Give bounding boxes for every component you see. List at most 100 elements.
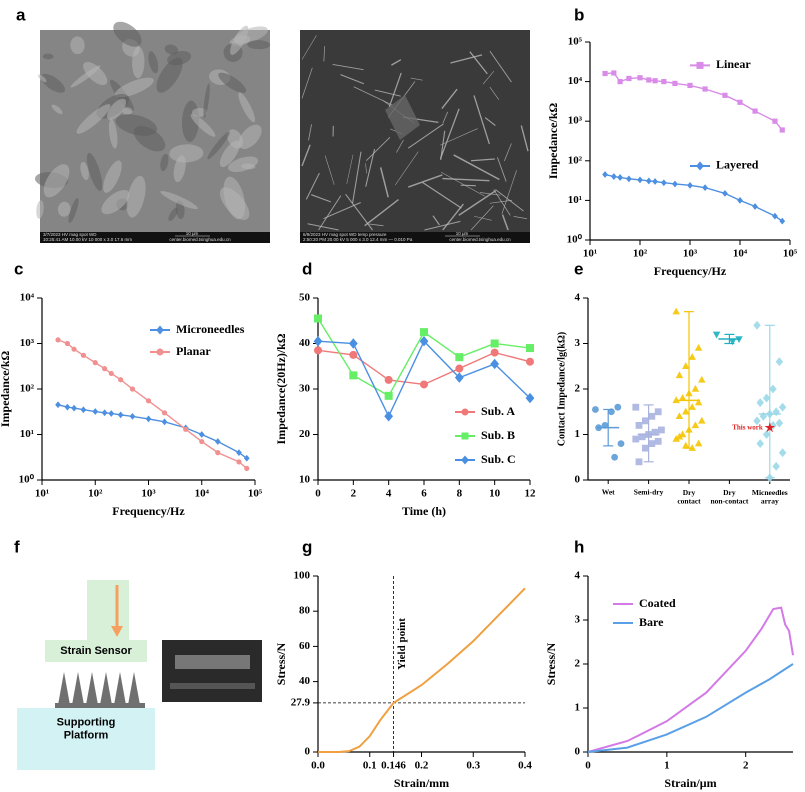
marker — [145, 398, 152, 404]
marker — [651, 428, 659, 436]
marker — [712, 331, 721, 339]
texture — [501, 214, 509, 231]
texture — [241, 163, 256, 170]
marker — [698, 416, 706, 424]
marker — [672, 396, 680, 404]
legend-label: Linear — [716, 57, 751, 71]
texture — [323, 202, 361, 220]
y-tick-label: 0 — [575, 746, 581, 758]
x-axis-label: Strain/μm — [664, 776, 716, 790]
legend-label: Planar — [176, 344, 211, 358]
marker — [183, 426, 189, 432]
texture — [396, 139, 404, 153]
marker — [108, 410, 115, 417]
texture — [503, 143, 512, 162]
texture — [70, 36, 85, 55]
marker — [635, 422, 643, 429]
y-tick-label: 0 — [305, 746, 311, 758]
marker — [236, 449, 242, 456]
panel-label: f — [14, 537, 20, 556]
texture — [207, 131, 230, 160]
y-tick-label: 3 — [575, 337, 581, 349]
marker — [702, 86, 708, 92]
marker — [675, 432, 684, 440]
marker — [455, 353, 464, 362]
marker — [678, 394, 687, 401]
y-axis-label: Stress/N — [274, 642, 288, 685]
texture — [442, 203, 464, 231]
texture — [57, 201, 71, 217]
texture — [379, 167, 389, 198]
legend-marker — [461, 432, 469, 440]
texture — [51, 104, 63, 115]
texture — [410, 77, 423, 81]
marker — [602, 70, 608, 77]
marker — [728, 338, 737, 346]
texture — [345, 193, 373, 231]
site: center.biomed.tsinghua.edu.cn — [169, 237, 231, 242]
marker — [688, 403, 696, 410]
marker — [626, 175, 632, 183]
y-tick-label: 10⁰ — [567, 234, 583, 246]
needles — [55, 672, 145, 708]
texture — [493, 189, 511, 216]
y-tick-label: 10⁴ — [20, 292, 35, 304]
marker — [610, 173, 617, 180]
marker — [117, 411, 124, 419]
y-tick-label: 40 — [299, 675, 311, 687]
marker — [672, 307, 680, 315]
marker — [772, 212, 778, 220]
marker — [454, 372, 464, 383]
marker — [455, 364, 464, 373]
x-tick-label: Semi-dry — [634, 488, 664, 497]
marker — [349, 350, 358, 359]
x-tick-label: 0.4 — [518, 760, 532, 772]
panel-label: c — [14, 259, 23, 278]
marker — [71, 346, 77, 352]
marker — [611, 70, 617, 76]
marker — [490, 348, 499, 357]
marker — [694, 343, 703, 351]
x-tick-label: 0 — [315, 488, 321, 500]
x-tick-label: 0.3 — [466, 760, 480, 772]
y-tick-label: 4 — [575, 292, 581, 304]
texture — [482, 70, 495, 85]
marker — [71, 404, 77, 412]
y-tick-label: 3 — [575, 614, 581, 626]
texture — [169, 144, 204, 163]
marker — [55, 401, 61, 409]
texture — [352, 151, 362, 204]
panel-label: e — [574, 259, 583, 278]
marker — [592, 406, 599, 413]
panel-label: d — [302, 259, 312, 278]
texture — [148, 51, 159, 74]
marker — [769, 420, 777, 430]
marker — [384, 411, 394, 422]
texture — [385, 95, 420, 140]
texture — [496, 157, 507, 182]
texture — [440, 130, 446, 161]
series-line — [57, 404, 248, 459]
scale-label: 10 μm — [456, 231, 469, 236]
texture — [364, 199, 399, 227]
marker — [722, 190, 728, 197]
x-axis-label: Frequency/Hz — [112, 504, 185, 518]
x-tick-label: 10² — [633, 248, 648, 260]
texture — [247, 40, 271, 50]
x-tick-label: 0.1 — [363, 760, 377, 772]
marker — [108, 370, 114, 377]
y-tick-label: 10² — [568, 154, 583, 166]
texture — [340, 74, 365, 85]
texture — [101, 190, 130, 215]
texture — [164, 44, 179, 55]
texture — [305, 172, 320, 200]
texture — [473, 95, 490, 145]
y-tick-label: 10³ — [568, 115, 583, 127]
x-tick-label: 10² — [88, 488, 103, 500]
texture — [301, 67, 313, 99]
texture — [442, 177, 490, 182]
texture — [391, 59, 402, 66]
y-tick-label: 80 — [299, 605, 311, 617]
marker — [80, 352, 87, 358]
y-tick-label: 0 — [575, 474, 581, 486]
